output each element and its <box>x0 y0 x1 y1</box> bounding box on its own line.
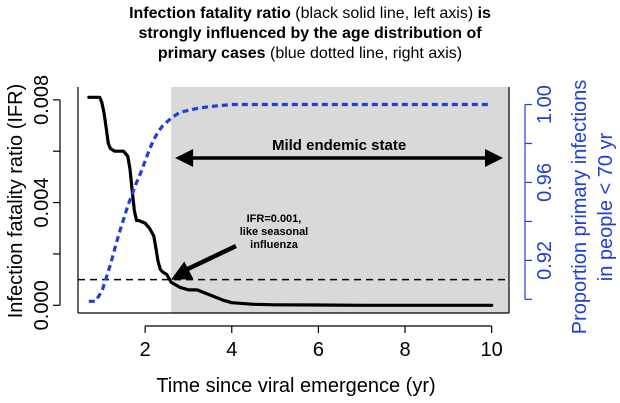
left-axis-title: Infection fatality ratio (IFR) <box>5 84 27 319</box>
title-rest-3: (blue dotted line, right axis) <box>265 45 463 62</box>
x-tick-label: 8 <box>399 339 410 361</box>
endemic-arrowhead-left <box>175 149 194 167</box>
series-layer <box>87 95 494 307</box>
right-axis-title-line-1: Proportion primary infections <box>569 80 591 335</box>
right-tick-label: 1.00 <box>534 85 556 124</box>
title-bold-2: strongly influenced by the age distribut… <box>138 25 482 42</box>
ifr-pointer-line <box>179 243 237 275</box>
left-tick-label: 0.000 <box>31 280 53 330</box>
ifr-annotation-line: like seasonal <box>240 226 309 238</box>
title-bold-1: Infection fatality ratio <box>129 5 291 22</box>
title-bold-1b: is <box>477 5 491 22</box>
x-tick-label: 6 <box>313 339 324 361</box>
ifr-pointer-arrowhead <box>171 261 194 280</box>
x-tick-label: 2 <box>140 339 151 361</box>
title-rest-1: (black solid line, left axis) <box>290 5 478 22</box>
endemic-shaded-region <box>171 87 509 313</box>
shade-layer <box>171 87 509 313</box>
x-axis: 2 4 6 8 10 <box>140 325 503 361</box>
right-axis: 0.92 0.96 1.00 <box>524 85 556 300</box>
x-axis-title: Time since viral emergence (yr) <box>156 375 435 397</box>
right-axis-title-line-2: in people < 70 yr <box>595 132 617 281</box>
title-bold-3: primary cases <box>157 45 266 62</box>
right-tick-label: 0.96 <box>534 163 556 202</box>
chart-title: Infection fatality ratio (black solid li… <box>0 4 620 64</box>
ifr-annotation-line: IFR=0.001, <box>247 213 302 225</box>
ifr-annotation-line: influenza <box>250 239 299 251</box>
ifr-line <box>87 95 494 307</box>
plot-frame-layer <box>77 87 510 314</box>
title-line-3: primary cases (blue dotted line, right a… <box>0 44 620 64</box>
left-tick-label: 0.004 <box>31 178 53 228</box>
annotation-layer: Mild endemic state IFR=0.001,like seasona… <box>171 137 503 280</box>
right-tick-label: 0.92 <box>534 241 556 280</box>
title-line-1: Infection fatality ratio (black solid li… <box>0 4 620 24</box>
endemic-label: Mild endemic state <box>272 137 406 154</box>
proportion-line <box>88 102 492 303</box>
left-axis: 0.000 0.004 0.008 <box>31 75 61 330</box>
endemic-arrowhead-right <box>485 149 503 167</box>
x-tick-label: 10 <box>481 339 503 361</box>
left-tick-label: 0.008 <box>31 75 53 125</box>
title-line-2: strongly influenced by the age distribut… <box>0 24 620 44</box>
x-tick-label: 4 <box>226 339 237 361</box>
